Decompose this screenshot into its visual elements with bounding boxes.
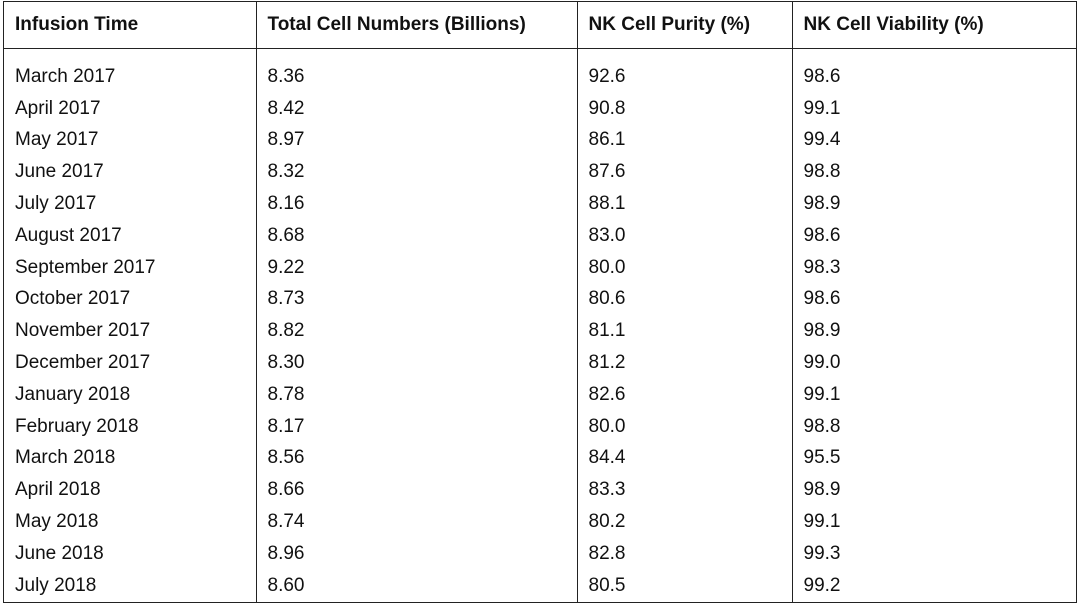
table-row: May 2018 8.74 80.2 99.1: [4, 506, 1076, 538]
table-row: March 2018 8.56 84.4 95.5: [4, 442, 1076, 475]
cell-nk-cell-purity: 92.6: [576, 48, 792, 93]
cell-nk-cell-purity: 84.4: [576, 442, 792, 475]
cell-infusion-time: April 2018: [15, 479, 101, 501]
header-total-cell-numbers: Total Cell Numbers (Billions): [255, 2, 577, 49]
data-table-container: Infusion Time Total Cell Numbers (Billio…: [3, 1, 1077, 603]
cell-infusion-time: August 2017: [15, 224, 122, 246]
nk-cell-infusion-table: Infusion Time Total Cell Numbers (Billio…: [4, 2, 1076, 602]
header-row: Infusion Time Total Cell Numbers (Billio…: [4, 2, 1076, 49]
cell-total-cell-numbers: 9.22: [255, 251, 577, 284]
cell-nk-cell-viability: 98.9: [791, 474, 1076, 507]
cell-infusion-time: May 2017: [15, 129, 99, 151]
cell-nk-cell-viability: 99.3: [791, 537, 1076, 570]
table-row: January 2018 8.78 82.6 99.1: [4, 378, 1076, 411]
cell-nk-cell-viability: 98.6: [791, 283, 1076, 316]
cell-total-cell-numbers: 8.32: [255, 156, 577, 189]
cell-nk-cell-purity: 82.6: [576, 378, 792, 411]
cell-nk-cell-viability: 98.6: [791, 48, 1076, 93]
cell-total-cell-numbers: 8.96: [255, 537, 577, 570]
cell-total-cell-numbers: 8.36: [255, 48, 577, 93]
cell-nk-cell-viability: 99.1: [791, 506, 1076, 538]
table-row: May 2017 8.97 86.1 99.4: [4, 124, 1076, 157]
table-row: July 2017 8.16 88.1 98.9: [4, 188, 1076, 220]
cell-nk-cell-purity: 80.0: [576, 410, 792, 443]
cell-infusion-time: September 2017: [15, 256, 156, 278]
cell-nk-cell-viability: 98.8: [791, 156, 1076, 189]
cell-infusion-time: June 2018: [15, 542, 104, 564]
cell-total-cell-numbers: 8.42: [255, 92, 577, 125]
cell-nk-cell-purity: 88.1: [576, 188, 792, 220]
table-row: March 2017 8.36 92.6 98.6: [4, 48, 1076, 93]
table-header: Infusion Time Total Cell Numbers (Billio…: [4, 2, 1076, 49]
cell-nk-cell-viability: 95.5: [791, 442, 1076, 475]
table-row: February 2018 8.17 80.0 98.8: [4, 410, 1076, 443]
table-row: December 2017 8.30 81.2 99.0: [4, 347, 1076, 379]
cell-nk-cell-viability: 99.4: [791, 124, 1076, 157]
cell-nk-cell-purity: 80.2: [576, 506, 792, 538]
cell-infusion-time: October 2017: [15, 288, 131, 310]
cell-nk-cell-purity: 81.1: [576, 315, 792, 348]
cell-infusion-time: March 2018: [15, 447, 116, 469]
cell-nk-cell-viability: 98.9: [791, 315, 1076, 348]
cell-infusion-time: February 2018: [15, 415, 139, 437]
table-row: April 2017 8.42 90.8 99.1: [4, 92, 1076, 125]
table-row: August 2017 8.68 83.0 98.6: [4, 219, 1076, 252]
table-body: March 2017 8.36 92.6 98.6 April 2017 8.42 90.8…: [4, 48, 1076, 602]
cell-total-cell-numbers: 8.17: [255, 410, 577, 443]
cell-nk-cell-purity: 87.6: [576, 156, 792, 189]
cell-total-cell-numbers: 8.68: [255, 219, 577, 252]
cell-nk-cell-purity: 82.8: [576, 537, 792, 570]
table-row: July 2018 8.60 80.5 99.2: [4, 569, 1076, 602]
cell-total-cell-numbers: 8.60: [255, 569, 577, 602]
cell-infusion-time: June 2017: [15, 161, 104, 183]
cell-infusion-time: July 2018: [15, 574, 97, 596]
cell-nk-cell-purity: 86.1: [576, 124, 792, 157]
cell-nk-cell-viability: 98.8: [791, 410, 1076, 443]
cell-infusion-time: April 2017: [15, 97, 101, 119]
cell-total-cell-numbers: 8.78: [255, 378, 577, 411]
cell-nk-cell-viability: 99.1: [791, 378, 1076, 411]
table-row: June 2017 8.32 87.6 98.8: [4, 156, 1076, 189]
cell-total-cell-numbers: 8.30: [255, 347, 577, 379]
cell-nk-cell-purity: 81.2: [576, 347, 792, 379]
header-nk-cell-purity: NK Cell Purity (%): [576, 2, 792, 49]
header-nk-cell-viability: NK Cell Viability (%): [791, 2, 1076, 49]
cell-total-cell-numbers: 8.16: [255, 188, 577, 220]
table-row: June 2018 8.96 82.8 99.3: [4, 537, 1076, 570]
cell-infusion-time: November 2017: [15, 320, 151, 342]
cell-infusion-time: March 2017: [15, 65, 116, 87]
cell-nk-cell-purity: 83.3: [576, 474, 792, 507]
cell-total-cell-numbers: 8.56: [255, 442, 577, 475]
cell-total-cell-numbers: 8.97: [255, 124, 577, 157]
cell-nk-cell-viability: 98.6: [791, 219, 1076, 252]
cell-total-cell-numbers: 8.66: [255, 474, 577, 507]
cell-infusion-time: July 2017: [15, 193, 97, 215]
table-row: October 2017 8.73 80.6 98.6: [4, 283, 1076, 316]
cell-nk-cell-viability: 98.3: [791, 251, 1076, 284]
cell-nk-cell-viability: 99.2: [791, 569, 1076, 602]
cell-nk-cell-purity: 80.0: [576, 251, 792, 284]
cell-total-cell-numbers: 8.74: [255, 506, 577, 538]
cell-nk-cell-viability: 99.0: [791, 347, 1076, 379]
cell-nk-cell-viability: 98.9: [791, 188, 1076, 220]
cell-infusion-time: December 2017: [15, 352, 151, 374]
cell-nk-cell-purity: 90.8: [576, 92, 792, 125]
cell-nk-cell-viability: 99.1: [791, 92, 1076, 125]
cell-infusion-time: May 2018: [15, 511, 99, 533]
table-row: September 2017 9.22 80.0 98.3: [4, 251, 1076, 284]
table-row: November 2017 8.82 81.1 98.9: [4, 315, 1076, 348]
cell-nk-cell-purity: 80.6: [576, 283, 792, 316]
header-infusion-time: Infusion Time: [4, 2, 256, 49]
cell-infusion-time: January 2018: [15, 383, 131, 405]
table-row: April 2018 8.66 83.3 98.9: [4, 474, 1076, 507]
cell-nk-cell-purity: 80.5: [576, 569, 792, 602]
cell-total-cell-numbers: 8.73: [255, 283, 577, 316]
cell-nk-cell-purity: 83.0: [576, 219, 792, 252]
cell-total-cell-numbers: 8.82: [255, 315, 577, 348]
